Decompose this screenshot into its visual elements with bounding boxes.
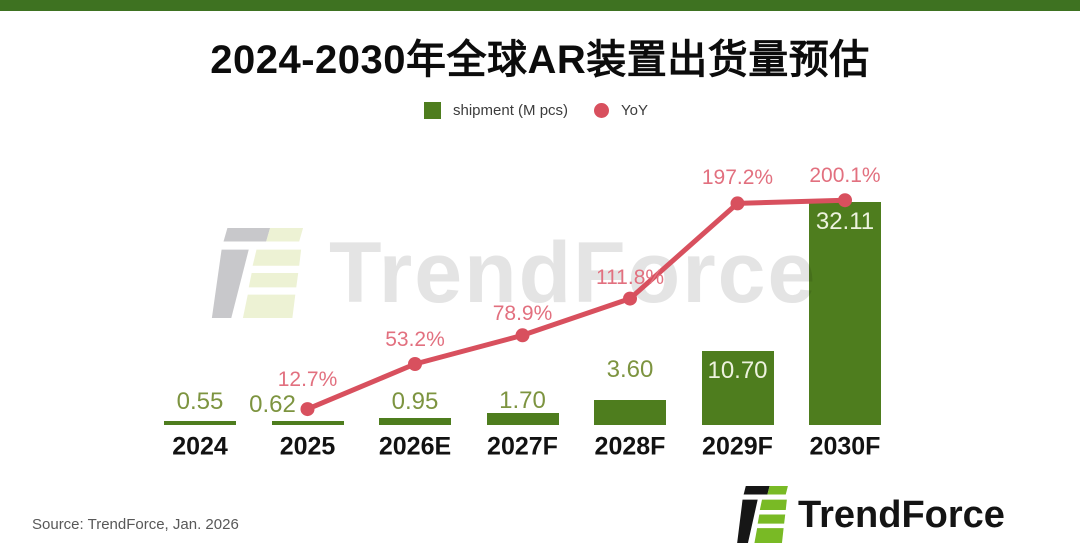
- x-axis-label-2024: 2024: [172, 432, 228, 461]
- shipment-bar-2024: [164, 421, 236, 425]
- yoy-line: [306, 197, 846, 412]
- shipment-value-label: 10.70: [707, 357, 768, 384]
- legend-shipment-label: shipment (M pcs): [453, 102, 569, 119]
- footer-logo: TrendForce: [735, 486, 1005, 543]
- yoy-value-label: 111.8%: [595, 266, 665, 289]
- shipment-value-label: 0.62: [249, 391, 296, 418]
- yoy-value-label: 78.9%: [492, 302, 553, 325]
- yoy-point-2028F: [623, 291, 637, 306]
- legend-shipment-swatch: [424, 102, 441, 119]
- chart-title: 2024-2030年全球AR装置出货量预估: [210, 38, 870, 82]
- shipment-bar-2030F: [809, 202, 881, 425]
- shipment-value-label: 0.95: [391, 388, 439, 415]
- x-axis-label-2030F: 2030F: [809, 432, 881, 461]
- footer-logo-text: TrendForce: [798, 493, 1005, 536]
- x-axis-label-2026E: 2026E: [378, 432, 452, 461]
- shipment-value-label: 32.11: [815, 208, 875, 235]
- yoy-value-label: 200.1%: [809, 164, 881, 187]
- legend-yoy-label: YoY: [621, 102, 649, 119]
- yoy-point-2029F: [730, 196, 745, 211]
- shipment-bar-2027F: [486, 413, 559, 425]
- yoy-point-2025: [300, 402, 315, 417]
- x-axis-label-2025: 2025: [279, 432, 336, 461]
- shipment-value-label: 0.55: [176, 388, 224, 415]
- x-axis-label-2029F: 2029F: [702, 432, 773, 461]
- shipment-bar-2028F: [594, 400, 666, 425]
- yoy-value-label: 197.2%: [701, 166, 774, 189]
- yoy-value-label: 12.7%: [277, 368, 338, 391]
- yoy-point-2026E: [408, 357, 422, 371]
- shipment-bar-2029F: [701, 351, 774, 425]
- top-accent-bar: [0, 0, 1080, 11]
- shipment-value-label: 1.70: [499, 387, 546, 414]
- chart-legend: shipment (M pcs) YoY: [424, 102, 648, 119]
- trendforce-logo-icon: [737, 486, 788, 543]
- shipment-value-label: 3.60: [606, 356, 654, 383]
- source-note: Source: TrendForce, Jan. 2026: [32, 516, 239, 533]
- yoy-point-2030F: [838, 193, 852, 208]
- x-axis-label-2027F: 2027F: [487, 432, 558, 461]
- shipment-bar-2026E: [379, 418, 451, 425]
- yoy-value-label: 53.2%: [385, 328, 445, 351]
- shipment-bar-2025: [271, 421, 344, 425]
- yoy-point-2027F: [515, 328, 530, 343]
- legend-yoy-dot: [594, 103, 610, 118]
- x-axis-label-2028F: 2028F: [594, 432, 666, 461]
